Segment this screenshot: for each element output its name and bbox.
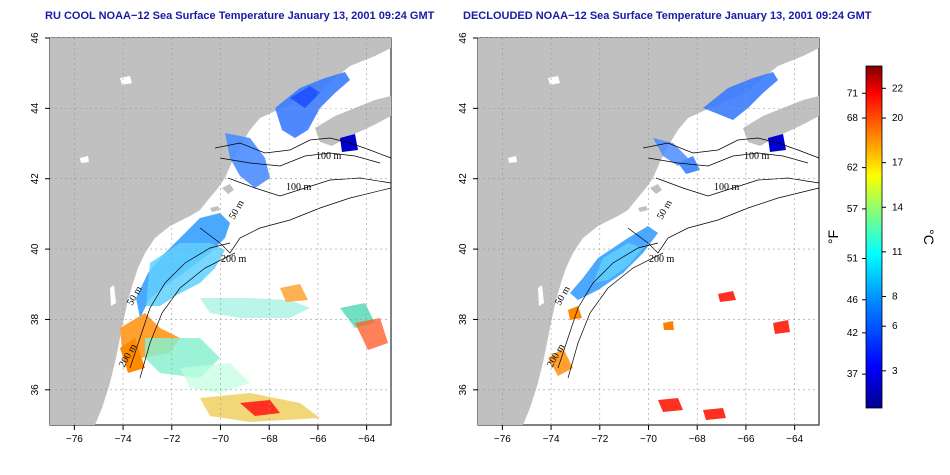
x-tick-label: −74 <box>115 434 132 445</box>
contour-label: 200 m <box>649 254 675 265</box>
colorbar-f-tick-label: 62 <box>847 163 859 174</box>
contour-label: 100 m <box>286 182 312 193</box>
x-tick-label: −66 <box>309 434 326 445</box>
x-tick-label: −64 <box>786 434 803 445</box>
y-tick-label: 44 <box>30 102 41 114</box>
colorbar-c-tick-label: 14 <box>892 202 904 213</box>
colorbar-f-tick-label: 37 <box>847 369 859 380</box>
x-tick-label: −64 <box>358 434 375 445</box>
x-tick-label: −70 <box>212 434 229 445</box>
colorbar-f-tick-label: 51 <box>847 253 859 264</box>
right-bathymetry-contours <box>557 137 820 379</box>
colorbar-c-tick-label: 6 <box>892 321 898 332</box>
x-tick-label: −76 <box>494 434 511 445</box>
contour-label: 100 m <box>744 151 770 162</box>
colorbar-gradient <box>865 65 883 409</box>
y-tick-label: 42 <box>458 173 469 185</box>
y-tick-label: 46 <box>30 32 41 44</box>
right-map-panel: 100 m 100 m 50 m 200 m 50 m 200 m −76 −74… <box>458 32 820 445</box>
left-sst-overlay <box>120 72 388 422</box>
left-gridlines <box>50 37 391 425</box>
x-tick-label: −70 <box>640 434 657 445</box>
colorbar-fahrenheit-ticks: 71 68 62 57 51 46 42 37 <box>847 88 866 380</box>
x-tick-label: −66 <box>737 434 754 445</box>
y-tick-label: 36 <box>30 384 41 396</box>
colorbar-c-tick-label: 22 <box>892 83 904 94</box>
left-bathymetry-contours <box>129 137 392 379</box>
colorbar-c-tick-label: 8 <box>892 291 898 302</box>
contour-label: 100 m <box>714 182 740 193</box>
x-tick-label: −72 <box>163 434 180 445</box>
colorbar-celsius-ticks: 22 20 17 14 11 8 6 3 <box>882 83 904 377</box>
celsius-unit-label: °C <box>921 229 937 245</box>
right-y-axis: 36 38 40 42 44 46 <box>458 32 478 395</box>
colorbar-c-tick-label: 17 <box>892 158 904 169</box>
y-tick-label: 40 <box>30 243 41 255</box>
contour-label: 100 m <box>316 151 342 162</box>
x-tick-label: −68 <box>689 434 706 445</box>
colorbar-f-tick-label: 71 <box>847 88 859 99</box>
left-panel-title: RU COOL NOAA−12 Sea Surface Temperature … <box>45 10 435 22</box>
temperature-colorbar: 71 68 62 57 51 46 42 37 22 20 17 14 11 8 6 3 °F °C <box>825 65 937 409</box>
colorbar-f-tick-label: 57 <box>847 204 859 215</box>
colorbar-c-tick-label: 11 <box>892 247 903 258</box>
colorbar-c-tick-label: 20 <box>892 113 904 124</box>
contour-label: 200 m <box>221 254 247 265</box>
colorbar-f-tick-label: 42 <box>847 328 859 339</box>
right-x-axis: −76 −74 −72 −70 −68 −66 −64 <box>494 425 804 445</box>
y-tick-label: 40 <box>458 243 469 255</box>
colorbar-c-tick-label: 3 <box>892 366 898 377</box>
x-tick-label: −68 <box>261 434 278 445</box>
left-x-axis: −76 −74 −72 −70 −68 −66 −64 <box>66 425 376 445</box>
left-y-axis: 36 38 40 42 44 46 <box>30 32 50 395</box>
y-tick-label: 36 <box>458 384 469 396</box>
x-tick-label: −74 <box>543 434 560 445</box>
y-tick-label: 38 <box>30 313 41 325</box>
right-panel-title: DECLOUDED NOAA−12 Sea Surface Temperatur… <box>463 10 872 22</box>
left-map-panel: 100 m 100 m 50 m 200 m 50 m 200 m −76 −74… <box>30 32 392 445</box>
y-tick-label: 38 <box>458 313 469 325</box>
right-gridlines <box>478 37 819 425</box>
fahrenheit-unit-label: °F <box>825 230 841 244</box>
y-tick-label: 42 <box>30 173 41 185</box>
colorbar-f-tick-label: 46 <box>847 295 859 306</box>
colorbar-f-tick-label: 68 <box>847 113 859 124</box>
x-tick-label: −72 <box>591 434 608 445</box>
right-sst-overlay <box>548 72 790 420</box>
y-tick-label: 46 <box>458 32 469 44</box>
x-tick-label: −76 <box>66 434 83 445</box>
y-tick-label: 44 <box>458 102 469 114</box>
